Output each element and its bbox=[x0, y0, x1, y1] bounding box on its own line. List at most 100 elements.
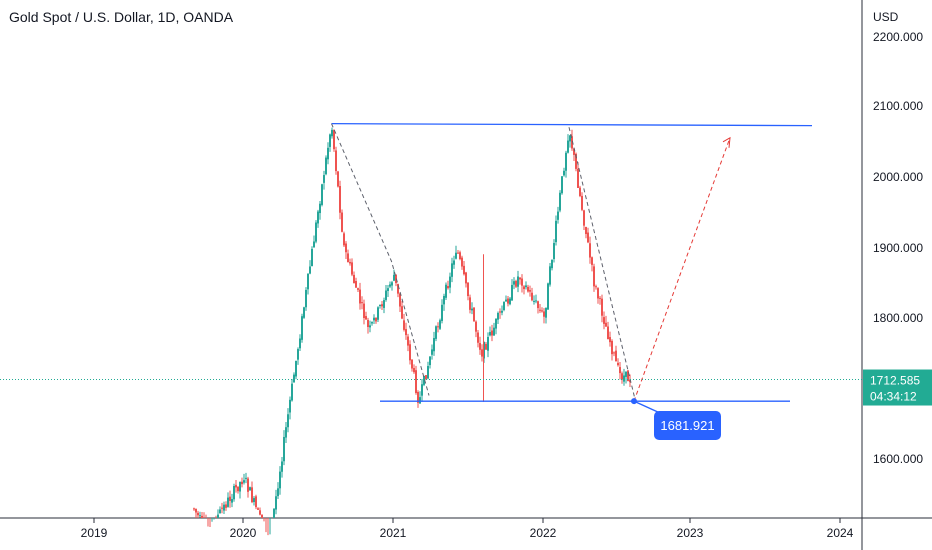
candle-body bbox=[283, 436, 285, 462]
price-tick-label: 1600.000 bbox=[873, 452, 923, 466]
candle-body bbox=[491, 330, 493, 336]
candle-body bbox=[443, 295, 445, 305]
candle-body bbox=[555, 220, 557, 243]
candle-body bbox=[447, 286, 449, 289]
candle-body bbox=[345, 243, 347, 253]
candle-body bbox=[509, 298, 511, 305]
candle-body bbox=[629, 379, 631, 383]
candle-body bbox=[305, 289, 307, 308]
candle-body bbox=[379, 305, 381, 307]
support-label-text: 1681.921 bbox=[660, 418, 714, 433]
candle-body bbox=[511, 284, 513, 301]
price-axis: USD 2200.000 2100.000 2000.000 1900.000 1800.… bbox=[873, 10, 923, 466]
candle-body bbox=[331, 129, 333, 137]
candle-body bbox=[281, 461, 283, 472]
candle-body bbox=[389, 284, 391, 287]
candle-body bbox=[479, 343, 481, 350]
candle-body bbox=[289, 399, 291, 413]
candle-body bbox=[325, 157, 327, 175]
candle-body bbox=[535, 300, 537, 302]
candle-body bbox=[353, 274, 355, 284]
candle-body bbox=[467, 282, 469, 297]
chart-title: Gold Spot / U.S. Dollar, 1D, OANDA bbox=[9, 9, 234, 25]
candle-body bbox=[255, 496, 257, 508]
candle-body bbox=[333, 130, 335, 150]
candle-body bbox=[259, 510, 261, 515]
candle-body bbox=[347, 253, 349, 263]
candle-body bbox=[361, 302, 363, 304]
candle-body bbox=[469, 297, 471, 310]
candle-body bbox=[427, 366, 429, 379]
candle-body bbox=[297, 349, 299, 360]
candle-body bbox=[299, 338, 301, 349]
candle-body bbox=[597, 288, 599, 299]
candle-body bbox=[309, 266, 311, 274]
candle-body bbox=[221, 507, 223, 509]
candle-body bbox=[377, 307, 379, 320]
candle-body bbox=[429, 356, 431, 366]
currency-label: USD bbox=[873, 10, 899, 24]
candle-body bbox=[487, 336, 489, 351]
candle-body bbox=[327, 147, 329, 160]
candle-body bbox=[573, 148, 575, 155]
candle-body bbox=[497, 312, 499, 320]
candle-body bbox=[449, 276, 451, 288]
swing-path bbox=[331, 123, 430, 396]
price-tick-label: 1800.000 bbox=[873, 311, 923, 325]
candle-body bbox=[319, 203, 321, 214]
candle-body bbox=[595, 286, 597, 288]
candle-body bbox=[277, 488, 279, 497]
candle-body bbox=[399, 293, 401, 307]
candle-body bbox=[493, 327, 495, 336]
candle-body bbox=[249, 487, 251, 491]
support-label-box bbox=[654, 411, 721, 440]
candle-body bbox=[391, 282, 393, 286]
candle-body bbox=[273, 508, 275, 518]
candle-body bbox=[303, 307, 305, 318]
candle-body bbox=[243, 480, 245, 483]
candle-body bbox=[523, 286, 525, 290]
candle-body bbox=[223, 504, 225, 511]
countdown-text: 04:34:12 bbox=[870, 390, 917, 404]
candle-body bbox=[383, 300, 385, 308]
candle-body bbox=[301, 316, 303, 340]
candle-body bbox=[587, 232, 589, 243]
candle-body bbox=[613, 352, 615, 354]
current-price-text: 1712.585 bbox=[870, 374, 920, 388]
candle-body bbox=[381, 304, 383, 307]
time-axis: 2019 2020 2021 2022 2023 2024 bbox=[81, 518, 854, 540]
candle-body bbox=[533, 300, 535, 302]
candle-body bbox=[201, 515, 203, 518]
candle-body bbox=[515, 280, 517, 287]
candle-body bbox=[455, 252, 457, 259]
candle-body bbox=[409, 344, 411, 361]
candle-body bbox=[411, 359, 413, 369]
candle-body bbox=[569, 135, 571, 142]
candle-body bbox=[571, 136, 573, 149]
candle-body bbox=[239, 481, 241, 492]
candle-body bbox=[625, 371, 627, 377]
current-price-badge[interactable] bbox=[863, 369, 932, 406]
candle-body bbox=[501, 310, 503, 313]
candle-body bbox=[387, 288, 389, 291]
candle-body bbox=[583, 210, 585, 226]
candle-body bbox=[537, 301, 539, 309]
candle-body bbox=[405, 329, 407, 336]
candle-body bbox=[517, 276, 519, 287]
candle-body bbox=[397, 283, 399, 294]
candle-body bbox=[237, 486, 239, 492]
candle-body bbox=[531, 292, 533, 301]
candle-body bbox=[599, 297, 601, 299]
candle-body bbox=[307, 273, 309, 290]
candle-body bbox=[567, 140, 569, 153]
price-tick-label: 1900.000 bbox=[873, 241, 923, 255]
candle-body bbox=[439, 320, 441, 329]
candle-body bbox=[313, 241, 315, 248]
candle-body bbox=[425, 375, 427, 380]
candle-body bbox=[199, 515, 201, 517]
candle-body bbox=[229, 496, 231, 501]
candle-body bbox=[341, 212, 343, 232]
candle-body bbox=[529, 290, 531, 292]
candle-body bbox=[441, 304, 443, 321]
